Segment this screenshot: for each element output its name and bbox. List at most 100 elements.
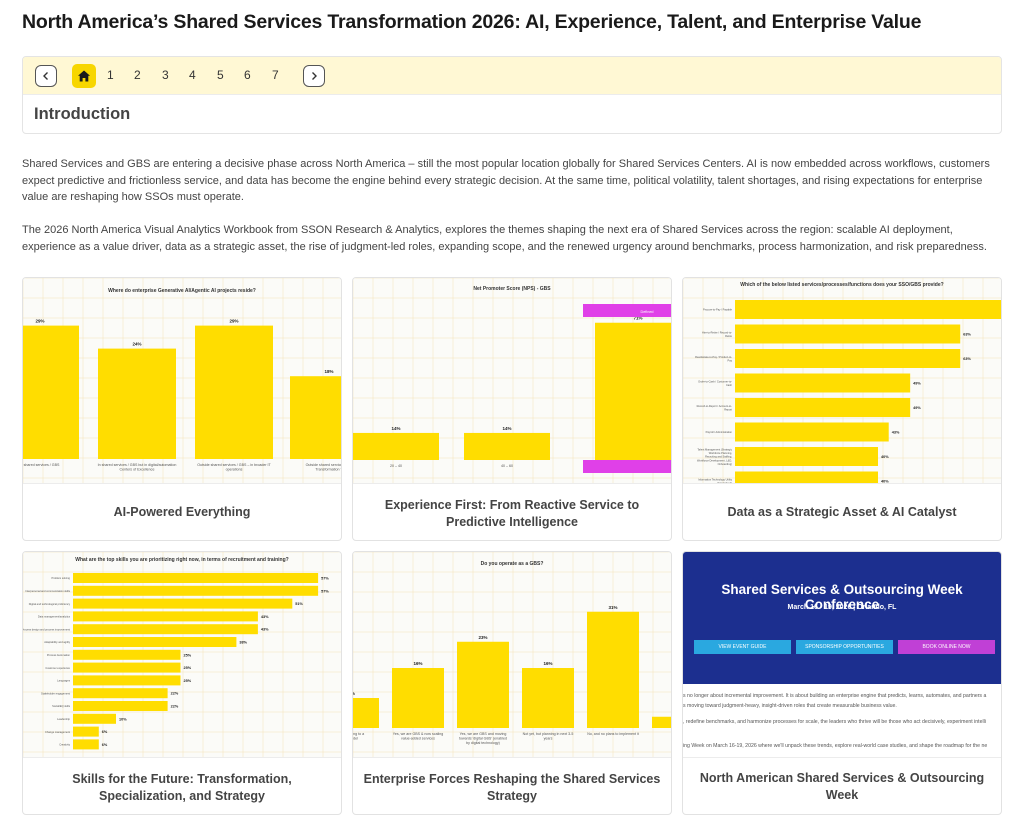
tick-label: Digital and technological proficiency: [29, 602, 71, 606]
bar: [73, 611, 258, 622]
topic-card-ai-powered[interactable]: Where do enterprise Generative AI/Agenti…: [22, 277, 342, 541]
page-link-1[interactable]: 1: [107, 68, 114, 82]
tick-label: Record-to-Report / Account-to-Report: [697, 404, 733, 412]
conference-thumbnail: Shared Services & Outsourcing Week Confe…: [683, 552, 1001, 758]
chart-title: Which of the below listed services/proce…: [740, 282, 943, 288]
card-caption[interactable]: Experience First: From Reactive Service …: [384, 498, 640, 529]
bar: [73, 585, 319, 596]
bar: [735, 422, 889, 442]
topic-card-experience-first[interactable]: Net Promoter Score (NPS) - GBS 14% 20 – 40…: [352, 277, 672, 541]
page-link-5[interactable]: 5: [217, 68, 224, 82]
page-link-6[interactable]: 6: [244, 68, 251, 82]
chart-title: What are the top skills you are prioriti…: [75, 557, 288, 563]
topic-card-conference[interactable]: Shared Services & Outsourcing Week Confe…: [682, 551, 1002, 815]
data-label: 24%: [132, 342, 141, 347]
page-link-2[interactable]: 2: [134, 68, 141, 82]
chevron-left-icon: [43, 72, 48, 80]
section-card: 1 2 3 4 5 6 7 Introduction: [22, 56, 1002, 134]
tick-label: Outside shared services / GBTransformati…: [306, 463, 341, 472]
book-online-button[interactable]: BOOK ONLINE NOW: [898, 640, 995, 654]
tick-label: No, and no plans to implement it: [587, 732, 639, 736]
conference-text: s no longer about incremental improvemen…: [683, 693, 987, 699]
conference-banner: Shared Services & Outsourcing Week Confe…: [683, 552, 1001, 684]
tick-label: Yes, we are GBS and moving towards 'digit…: [459, 732, 507, 745]
bar: [735, 373, 911, 393]
data-label: 43%: [892, 431, 900, 435]
tick-label: Procure-to-Pay / Payable: [703, 308, 733, 312]
tick-label: Data management/analytics: [38, 615, 71, 619]
tick-label: Adaptability and agility: [44, 640, 71, 644]
bar: [73, 713, 116, 724]
bar: [73, 688, 168, 699]
bar: [195, 325, 273, 459]
tick-label: Talent Management (Strategic Workforce Pl…: [697, 448, 733, 466]
bar: [23, 325, 79, 459]
page-link-7[interactable]: 7: [272, 68, 279, 82]
pagination-bar: 1 2 3 4 5 6 7: [23, 57, 1001, 95]
chart-thumbnail: Which of the below listed services/proce…: [683, 278, 1001, 484]
tick-label: e shared services / GBS: [23, 463, 60, 467]
conference-text: , redefine benchmarks, and harmonize pro…: [683, 719, 986, 725]
card-caption[interactable]: AI-Powered Everything: [113, 505, 251, 519]
tick-label: Hire-to-Retire / Record-to-Retire: [702, 330, 733, 338]
bar: [73, 701, 168, 711]
data-label: 49%: [913, 382, 921, 386]
topic-card-skills[interactable]: What are the top skills you are prioriti…: [22, 551, 342, 815]
tick-label: Information Technology Utility IT Helpdes…: [698, 477, 733, 484]
data-label: 57%: [321, 589, 329, 593]
view-event-guide-button[interactable]: VIEW EVENT GUIDE: [694, 640, 791, 654]
intro-paragraph-2: The 2026 North America Visual Analytics …: [22, 224, 987, 253]
tick-label: Languages: [57, 679, 71, 683]
page-title: North America’s Shared Services Transfor…: [22, 11, 922, 33]
data-label: 51%: [295, 602, 303, 606]
bar: [735, 324, 961, 344]
bar: [652, 716, 671, 728]
data-label: 25%: [184, 666, 192, 670]
data-label: 29%: [229, 319, 238, 324]
page-link-3[interactable]: 3: [162, 68, 169, 82]
bar: [735, 398, 911, 417]
data-label: 22%: [171, 705, 179, 709]
bar: [587, 611, 639, 728]
card-caption[interactable]: North American Shared Services & Outsour…: [699, 770, 985, 802]
data-label: 14%: [391, 426, 400, 431]
data-label: 18%: [324, 369, 333, 374]
horizontal-bar-chart: Which of the below listed services/proce…: [683, 278, 1001, 484]
data-label: 16%: [413, 661, 422, 666]
card-caption[interactable]: Skills for the Future: Transformation, S…: [72, 772, 292, 803]
tick-label: nsitioning to amodel: [353, 732, 364, 741]
tick-label: Customer experience: [45, 666, 70, 670]
tick-label: Outside shared services / GBS – in broad…: [197, 463, 271, 472]
data-label: 25%: [184, 679, 192, 683]
home-page-button[interactable]: [72, 64, 96, 88]
chart-title: Net Promoter Score (NPS) - GBS: [473, 286, 551, 292]
bar: [73, 573, 319, 583]
home-icon: [78, 70, 90, 82]
data-label: 29%: [35, 319, 44, 324]
bar: [735, 471, 878, 483]
next-page-button[interactable]: [303, 65, 325, 87]
bar: [457, 641, 509, 728]
topic-card-enterprise-forces[interactable]: Do you operate as a GBS?% nsitioning to a…: [352, 551, 672, 815]
vertical-bar-chart: Do you operate as a GBS?% nsitioning to a…: [353, 552, 671, 757]
card-caption[interactable]: Enterprise Forces Reshaping the Shared S…: [363, 772, 661, 803]
data-label: 40%: [881, 480, 889, 484]
card-caption[interactable]: Data as a Strategic Asset & AI Catalyst: [727, 505, 957, 519]
section-heading: Introduction: [34, 105, 131, 123]
tick-label: Order-to-Cash / Customer-to-Cash: [698, 379, 732, 387]
bar: [464, 432, 550, 460]
tick-label: Not yet, but planning in next 3-5 years: [523, 732, 574, 741]
tick-label: Stakeholder engagement: [41, 691, 70, 695]
tick-label: Change management: [45, 730, 70, 734]
sponsorship-button[interactable]: SPONSORSHIP OPPORTUNITIES: [796, 640, 893, 654]
conference-text: ing Week on March 16-19, 2026 where we'l…: [683, 743, 988, 749]
data-label: 23%: [478, 635, 487, 640]
topic-card-data-asset[interactable]: Which of the below listed services/proce…: [682, 277, 1002, 541]
conference-title: Shared Services & Outsourcing Week Confe…: [721, 582, 963, 612]
bar: [392, 668, 444, 728]
page-link-4[interactable]: 4: [189, 68, 196, 82]
highlight-band: [583, 304, 671, 317]
bar: [73, 739, 99, 750]
data-label: 49%: [913, 406, 921, 410]
prev-page-button[interactable]: [35, 65, 57, 87]
